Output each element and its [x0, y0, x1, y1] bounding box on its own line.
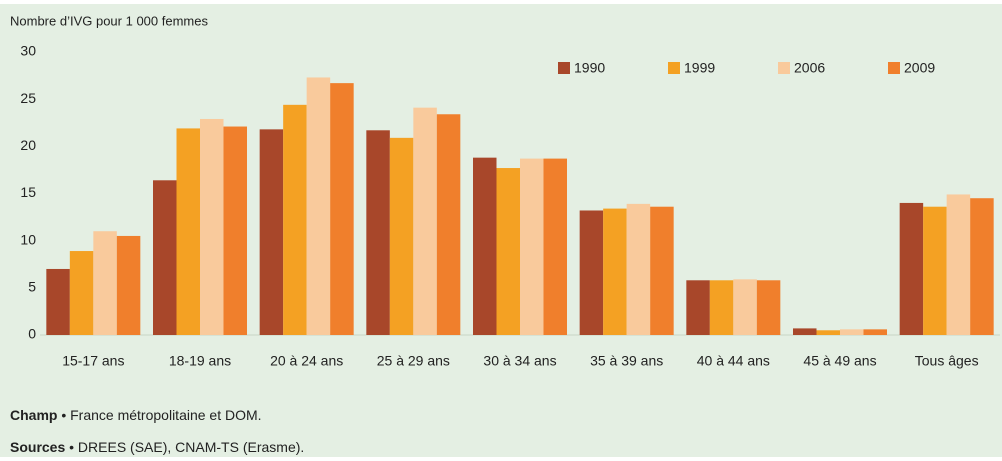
y-tick-label: 30 — [20, 43, 36, 59]
y-tick-label: 0 — [28, 326, 36, 342]
footnote-text: • France métropolitaine et DOM. — [61, 407, 261, 423]
legend-swatch — [668, 62, 680, 74]
legend-swatch — [558, 62, 570, 74]
bar — [413, 107, 437, 335]
x-tick-label: 20 à 24 ans — [270, 353, 343, 369]
x-tick-label: 30 à 34 ans — [483, 353, 556, 369]
bar — [686, 280, 710, 335]
bar — [436, 114, 461, 335]
chart-title: Nombre d’IVG pour 1 000 femmes — [10, 13, 208, 28]
legend-swatch — [778, 62, 790, 74]
x-tick-label: 18-19 ans — [169, 353, 231, 369]
x-tick-label: 25 à 29 ans — [377, 353, 450, 369]
x-tick-label: 15-17 ans — [62, 353, 124, 369]
y-tick-label: 20 — [20, 137, 36, 153]
x-tick-label: 40 à 44 ans — [697, 353, 770, 369]
y-tick-label: 15 — [20, 184, 36, 200]
bar — [389, 137, 414, 335]
bar — [946, 194, 971, 335]
x-tick-label: 35 à 39 ans — [590, 353, 663, 369]
bar — [69, 251, 94, 335]
bar — [793, 328, 817, 335]
bar — [306, 77, 331, 335]
footnote: Champ • France métropolitaine et DOM. — [10, 407, 262, 423]
footnote-label: Sources — [10, 439, 65, 455]
bar — [330, 83, 354, 335]
footnote-label: Champ — [10, 407, 57, 423]
bar — [520, 158, 544, 335]
bar — [816, 330, 840, 335]
bar — [923, 206, 947, 335]
x-tick-label: Tous âges — [915, 353, 979, 369]
bar — [899, 202, 924, 335]
legend-label: 1990 — [574, 60, 605, 76]
bar — [223, 126, 247, 335]
y-tick-label: 25 — [20, 90, 36, 106]
bar — [46, 268, 70, 335]
bar — [756, 280, 781, 335]
y-tick-label: 10 — [20, 231, 36, 247]
bar — [153, 180, 177, 335]
footnote: Sources • DREES (SAE), CNAM-TS (Erasme). — [10, 439, 304, 455]
bar — [473, 157, 497, 335]
bar — [626, 203, 651, 335]
bar — [259, 129, 284, 335]
footnote-text: • DREES (SAE), CNAM-TS (Erasme). — [69, 439, 304, 455]
bar — [93, 231, 117, 335]
bar — [709, 280, 734, 335]
bar — [366, 130, 390, 335]
bar — [650, 206, 674, 335]
bar — [733, 279, 757, 335]
bar — [970, 198, 994, 335]
bar — [283, 104, 307, 336]
bar — [543, 158, 567, 335]
bar — [200, 118, 224, 335]
y-tick-label: 5 — [28, 279, 36, 295]
bar — [840, 329, 864, 335]
bar — [496, 168, 520, 335]
legend-swatch — [888, 62, 900, 74]
legend-label: 2006 — [794, 60, 825, 76]
x-tick-label: 45 à 49 ans — [803, 353, 876, 369]
bar — [176, 128, 200, 335]
bar — [116, 235, 141, 335]
bar — [863, 329, 887, 335]
legend-label: 2009 — [904, 60, 935, 76]
bar — [603, 208, 627, 335]
bar — [579, 210, 604, 335]
legend-label: 1999 — [684, 60, 715, 76]
